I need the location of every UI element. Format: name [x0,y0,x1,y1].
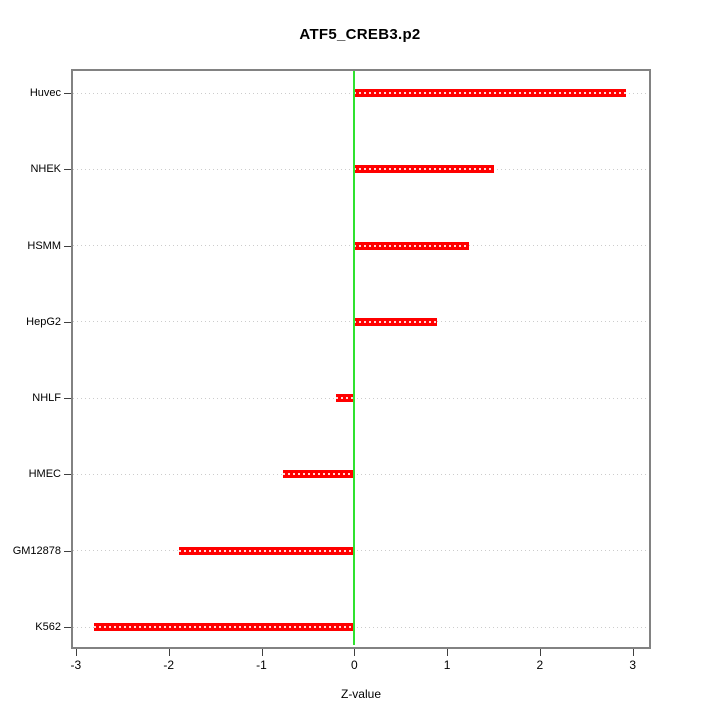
y-label-gm12878: GM12878 [12,544,61,557]
bar-nhek [354,165,495,174]
y-tick [64,627,71,629]
x-tick [632,649,634,656]
chart-title: ATF5_CREB3.p2 [299,26,421,43]
y-tick [64,398,71,400]
x-tick-label: -1 [256,658,267,672]
bar-k562 [93,623,355,632]
x-tick-label: 1 [443,658,451,672]
y-label-hsmm: HSMM [27,239,61,252]
x-tick-label: 3 [629,658,637,672]
y-tick [64,321,71,323]
y-label-huvec: Huvec [29,87,61,99]
y-label-k562: K562 [35,621,61,634]
bar-hepg2 [354,317,437,326]
y-tick [64,474,71,476]
x-tick-label: 0 [350,658,358,672]
x-tick-label: -3 [70,658,82,672]
bar-dot-pattern [93,626,355,629]
x-tick [261,649,263,656]
plot-area [71,69,651,649]
bar-hsmm [354,241,470,250]
bar-nhlf [335,394,355,403]
x-tick [75,649,77,656]
y-label-nhlf: NHLF [32,392,61,405]
y-tick [64,169,71,171]
x-tick [354,649,356,656]
bar-dot-pattern [282,473,355,476]
bar-huvec [354,89,627,97]
y-label-hepg2: HepG2 [26,315,61,328]
zero-reference-line [353,71,356,645]
gridline [73,473,647,475]
bar-dot-pattern [335,397,355,400]
bar-dot-pattern [354,92,627,94]
bar-dot-pattern [354,320,437,323]
x-tick-label: -2 [163,658,175,672]
y-tick [64,550,71,552]
y-label-nhek: NHEK [30,163,61,176]
bar-hmec [282,470,355,479]
y-tick [64,93,71,94]
x-tick [447,649,449,656]
gridline [73,550,647,552]
bar-dot-pattern [178,549,355,552]
x-axis-title: Z-value [340,687,381,701]
bar-dot-pattern [354,244,470,247]
plot-inner [73,71,647,645]
x-tick [168,649,170,656]
bar-gm12878 [178,546,355,555]
gridline [73,397,647,399]
x-tick [539,649,541,656]
gridline [73,626,647,628]
x-tick-label: 2 [536,658,544,672]
y-label-hmec: HMEC [28,468,61,481]
bar-dot-pattern [354,168,495,171]
y-tick [64,245,71,247]
